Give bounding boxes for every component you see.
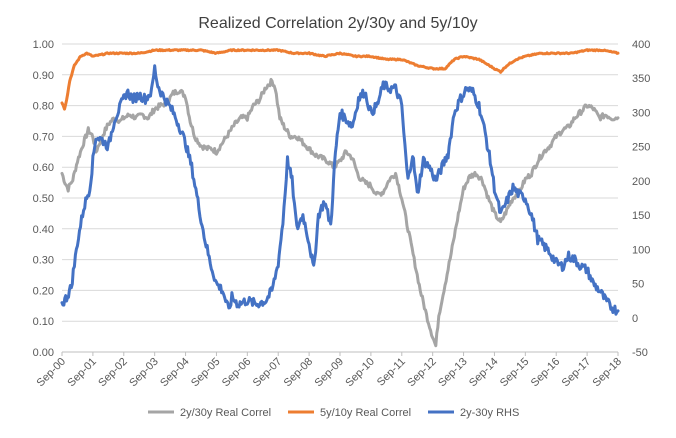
left-axis-tick-label: 1.00 xyxy=(33,39,54,51)
right-axis-tick-label: 0 xyxy=(632,313,638,325)
legend-label: 5y/10y Real Correl xyxy=(320,407,411,419)
legend: 2y/30y Real Correl 5y/10y Real Correl 2y-3… xyxy=(148,407,519,419)
left-axis-tick-label: 0.90 xyxy=(33,70,54,82)
right-axis-tick-label: 250 xyxy=(632,142,650,154)
left-axis-tick-label: 0.00 xyxy=(33,347,54,359)
left-axis: 0.00 0.10 0.20 0.30 0.40 0.50 0.60 0.70 0.80 0.90… xyxy=(33,39,54,359)
left-axis-tick-label: 0.40 xyxy=(33,224,54,236)
left-axis-tick-label: 0.80 xyxy=(33,101,54,113)
left-axis-tick-label: 0.20 xyxy=(33,285,54,297)
series-line-5y-10y-real-correl xyxy=(60,48,620,111)
right-axis-tick-label: 300 xyxy=(632,107,650,119)
left-axis-tick-label: 0.50 xyxy=(33,193,54,205)
right-axis-tick-label: -50 xyxy=(632,347,648,359)
chart-title: Realized Correlation 2y/30y and 5y/10y xyxy=(198,15,477,32)
left-axis-tick-label: 0.60 xyxy=(33,162,54,174)
series-layer xyxy=(60,48,620,348)
left-axis-tick-label: 0.10 xyxy=(33,316,54,328)
legend-label: 2y-30y RHS xyxy=(460,407,519,419)
legend-label: 2y/30y Real Correl xyxy=(180,407,271,419)
left-axis-tick-label: 0.70 xyxy=(33,131,54,143)
left-axis-tick-label: 0.30 xyxy=(33,255,54,267)
right-axis: -50 0 50 100 150 200 250 300 350 400 xyxy=(632,39,650,359)
series-line-2y-30y-rhs xyxy=(60,64,620,316)
right-axis-tick-label: 50 xyxy=(632,279,644,291)
right-axis-tick-label: 350 xyxy=(632,73,650,85)
right-axis-tick-label: 400 xyxy=(632,39,650,51)
right-axis-tick-label: 100 xyxy=(632,244,650,256)
right-axis-tick-label: 150 xyxy=(632,210,650,222)
right-axis-tick-label: 200 xyxy=(632,176,650,188)
gridlines xyxy=(62,43,618,353)
series-line-2y-30y-real-correl xyxy=(60,77,620,348)
